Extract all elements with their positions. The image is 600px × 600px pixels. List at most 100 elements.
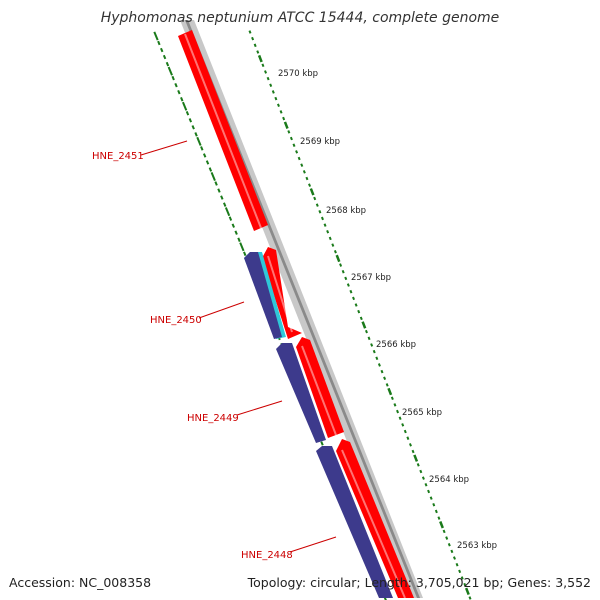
scale-tick bbox=[333, 249, 337, 254]
gc-tick bbox=[162, 54, 167, 60]
scale-tick bbox=[282, 116, 286, 121]
scale-tick bbox=[460, 576, 464, 580]
gc-tick bbox=[239, 242, 245, 252]
scale-tick bbox=[445, 536, 449, 540]
gc-tick bbox=[165, 61, 170, 67]
scale-tick bbox=[361, 321, 367, 329]
cds-feature-2449-rev[interactable] bbox=[276, 343, 326, 443]
gc-tick bbox=[228, 216, 233, 221]
scale-tick bbox=[464, 587, 470, 596]
feature-highlights bbox=[184, 33, 406, 599]
scale-tick bbox=[300, 163, 304, 167]
scale-tick bbox=[335, 254, 341, 263]
scale-tick bbox=[437, 516, 441, 520]
scale-tick bbox=[323, 223, 327, 227]
gene-label-2448[interactable]: HNE_2448 bbox=[241, 550, 293, 561]
scale-tick bbox=[320, 216, 324, 221]
cds-feature-2448-rev[interactable] bbox=[316, 446, 393, 598]
scale-tick bbox=[279, 110, 283, 114]
scale-tick bbox=[269, 83, 273, 88]
gc-tick bbox=[167, 66, 173, 76]
scale-tick bbox=[424, 483, 428, 487]
scale-tick bbox=[398, 416, 402, 420]
gc-tick bbox=[237, 237, 241, 242]
scale-tick bbox=[309, 188, 315, 196]
gc-tick bbox=[214, 181, 218, 186]
gc-tick bbox=[174, 82, 178, 88]
scale-tick bbox=[370, 343, 374, 347]
scale-tick-label: 2569 kbp bbox=[300, 137, 340, 147]
scale-tick bbox=[427, 489, 431, 494]
scale-tick bbox=[313, 196, 317, 201]
forward-strand bbox=[178, 30, 414, 598]
gc-tick bbox=[157, 40, 161, 46]
gc-tick bbox=[231, 223, 235, 228]
scale-tick bbox=[439, 521, 444, 529]
scale-tick bbox=[256, 50, 260, 54]
scale-tick bbox=[380, 369, 384, 374]
gene-label-2449[interactable]: HNE_2449 bbox=[187, 413, 239, 424]
scale-tick-label: 2566 kbp bbox=[376, 340, 416, 350]
reverse-strand bbox=[244, 252, 393, 598]
scale-tick bbox=[308, 183, 312, 187]
gc-tick bbox=[208, 167, 213, 172]
scale-tick bbox=[266, 76, 270, 81]
gc-tick bbox=[217, 188, 221, 193]
gene-label-2450[interactable]: HNE_2450 bbox=[150, 315, 202, 326]
gc-tick bbox=[200, 146, 204, 151]
scale-tick bbox=[257, 54, 263, 63]
gc-tick bbox=[177, 89, 181, 95]
scale-tick bbox=[331, 243, 335, 247]
gc-tick bbox=[202, 153, 207, 158]
scale-tick bbox=[253, 43, 257, 48]
gene-leader-line bbox=[236, 400, 283, 416]
scale-tick bbox=[408, 443, 412, 447]
scale-tick-labels: 2570 kbp 2569 kbp 2568 kbp 2567 kbp 2566… bbox=[278, 69, 497, 551]
gene-label-2451[interactable]: HNE_2451 bbox=[92, 151, 144, 162]
gc-tick bbox=[153, 31, 159, 41]
scale-tick-label: 2568 kbp bbox=[326, 206, 366, 216]
scale-tick bbox=[377, 363, 381, 367]
gc-tick bbox=[188, 118, 193, 123]
scale-tick bbox=[450, 549, 454, 554]
scale-tick bbox=[429, 496, 433, 500]
gc-tick bbox=[224, 207, 231, 217]
scale-tick bbox=[416, 463, 420, 467]
scale-tick bbox=[274, 96, 278, 101]
gc-tick bbox=[220, 195, 224, 200]
scale-tick bbox=[406, 436, 410, 440]
cds-feature-2449-fwd[interactable] bbox=[296, 337, 344, 438]
gene-leader-line bbox=[140, 140, 188, 156]
gc-tick bbox=[185, 111, 190, 116]
cds-feature-2450-fwd[interactable] bbox=[262, 247, 302, 339]
scale-tick bbox=[390, 396, 394, 400]
gc-tick bbox=[180, 96, 184, 102]
scale-tick bbox=[357, 309, 361, 314]
scale-tick bbox=[292, 143, 296, 147]
scale-tick bbox=[458, 569, 462, 574]
scale-tick bbox=[434, 509, 438, 514]
scale-tick bbox=[302, 170, 306, 174]
scale-tick bbox=[401, 423, 405, 427]
scale-tick bbox=[297, 156, 301, 161]
scale-tick bbox=[411, 449, 415, 454]
cds-feature-2450-rev[interactable] bbox=[244, 252, 282, 339]
scale-tick-label: 2564 kbp bbox=[429, 475, 469, 485]
scale-tick bbox=[359, 316, 363, 321]
scale-tick-label: 2565 kbp bbox=[402, 408, 442, 418]
scale-tick bbox=[305, 176, 309, 181]
gc-tick bbox=[205, 160, 210, 165]
accession-text: Accession: NC_008358 bbox=[9, 575, 152, 590]
scale-tick bbox=[413, 454, 419, 462]
scale-tick bbox=[375, 356, 379, 361]
cds-feature-2448-fwd[interactable] bbox=[336, 439, 414, 598]
scale-tick bbox=[452, 556, 456, 560]
scale-tick-label: 2563 kbp bbox=[457, 541, 497, 551]
scale-tick bbox=[393, 403, 397, 407]
gc-tick bbox=[191, 125, 195, 130]
gc-tick bbox=[171, 75, 175, 81]
gc-tick bbox=[194, 132, 198, 137]
scale-tick bbox=[261, 63, 265, 68]
genome-summary-text: Topology: circular; Length: 3,705,021 bp… bbox=[247, 575, 591, 590]
cds-feature-2451[interactable] bbox=[178, 30, 268, 231]
